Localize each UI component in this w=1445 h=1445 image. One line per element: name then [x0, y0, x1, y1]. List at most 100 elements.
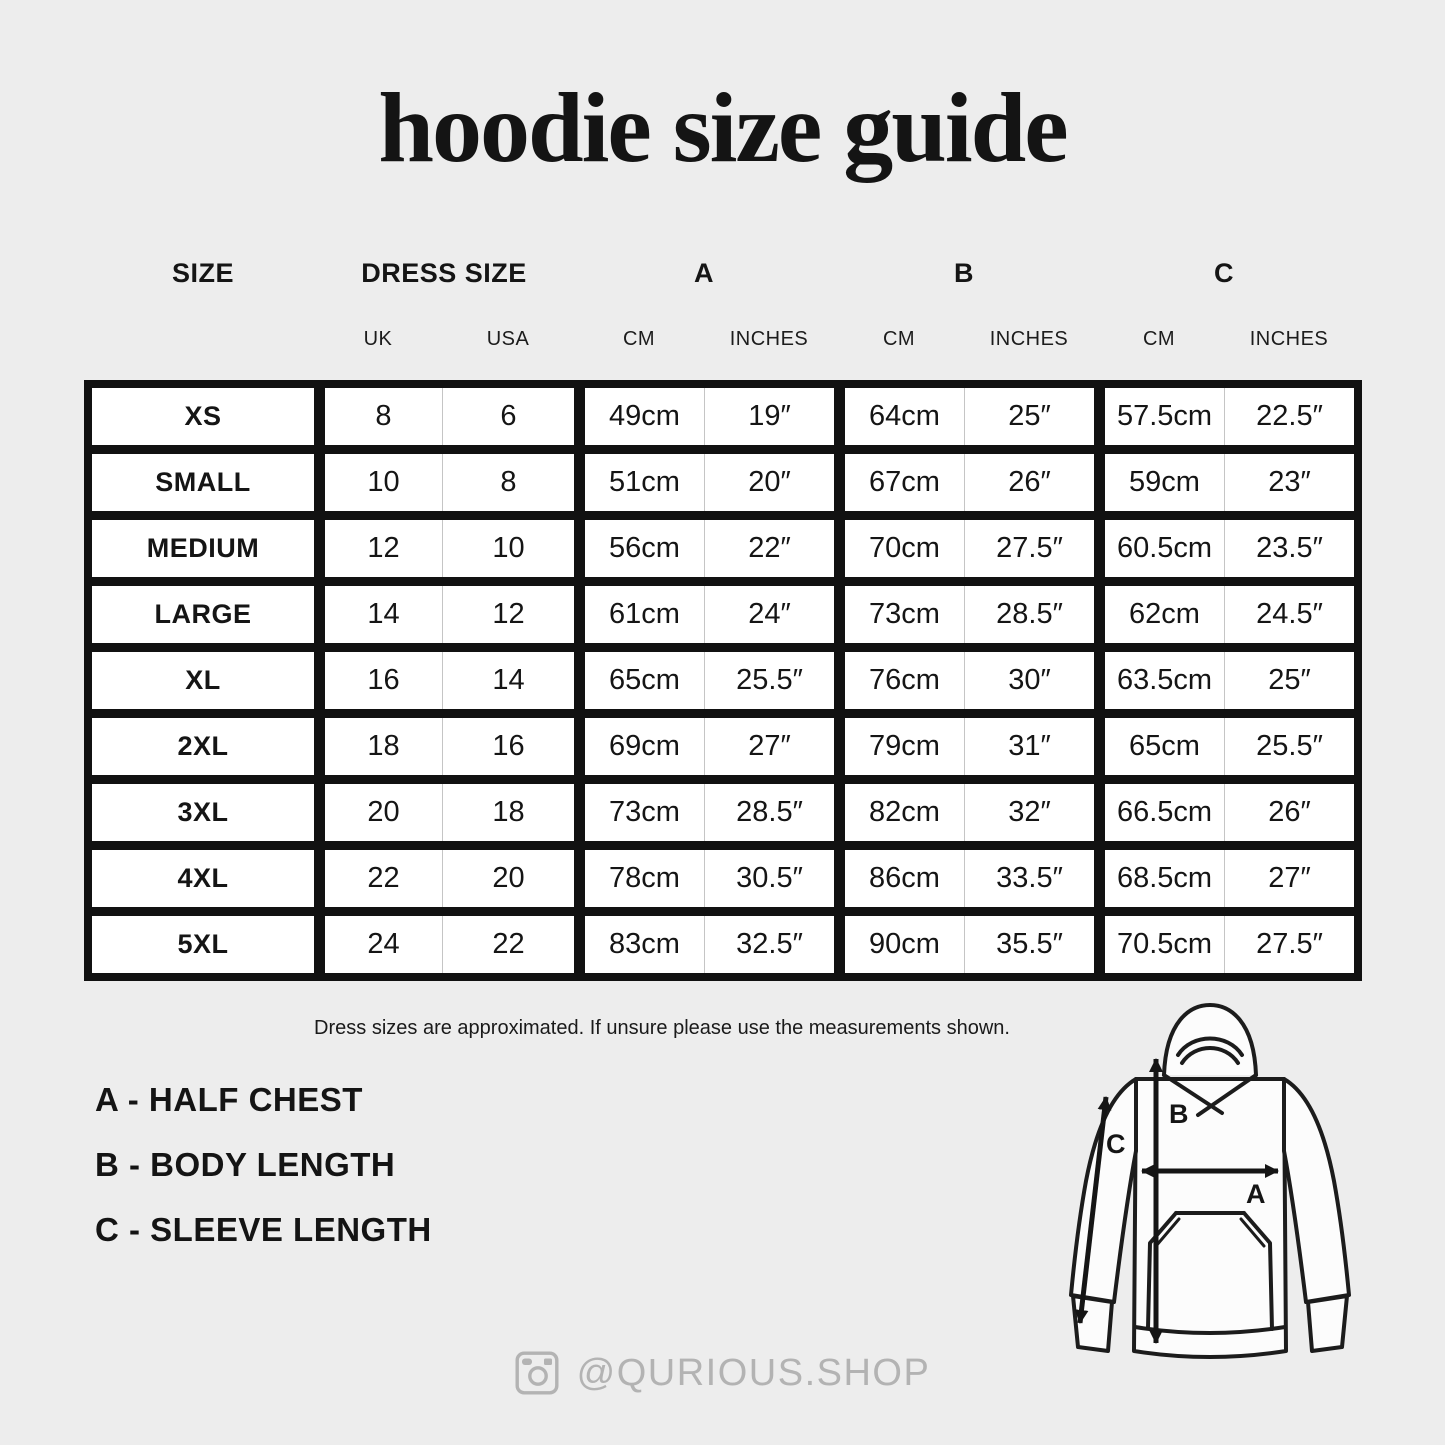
- size-table: XS 8 6 49cm 19″ 64cm 25″ 57.5cm 22.5″ SM…: [84, 380, 1362, 981]
- legend-item-c: C - SLEEVE LENGTH: [95, 1211, 432, 1248]
- table-cell: 82cm: [834, 784, 964, 841]
- size-cell: 4XL: [92, 850, 314, 907]
- table-cell: 76cm: [834, 652, 964, 709]
- table-cell: 28.5″: [964, 586, 1094, 643]
- diagram-label-a: A: [1246, 1179, 1266, 1209]
- table-cell: 32″: [964, 784, 1094, 841]
- table-cell: 62cm: [1094, 586, 1224, 643]
- arrow-c: [1074, 1096, 1112, 1324]
- table-cell: 28.5″: [704, 784, 834, 841]
- table-cell: 19″: [704, 388, 834, 445]
- table-cell: 60.5cm: [1094, 520, 1224, 577]
- table-cell: 27.5″: [1224, 916, 1354, 973]
- size-cell: LARGE: [92, 586, 314, 643]
- note-text: Dress sizes are approximated. If unsure …: [314, 1017, 1010, 1039]
- table-cell: 27″: [704, 718, 834, 775]
- size-cell: XL: [92, 652, 314, 709]
- footer: @QURIOUS.SHOP: [0, 1350, 1445, 1396]
- sub-header-spacer: [92, 322, 314, 356]
- table-cell: 24″: [704, 586, 834, 643]
- table-cell: 10: [314, 454, 442, 511]
- header-size: SIZE: [171, 258, 234, 288]
- table-cell: 25.5″: [1224, 718, 1354, 775]
- table-cell: 35.5″: [964, 916, 1094, 973]
- legend-item-a: A - HALF CHEST: [95, 1081, 363, 1118]
- table-cell: 65cm: [1094, 718, 1224, 775]
- sub-headers: UK USA CM INCHES CM INCHES CM INCHES: [84, 322, 1362, 356]
- sub-header-c-cm: CM: [1142, 328, 1176, 350]
- measurement-legend: A - HALF CHEST B - BODY LENGTH C - SLEEV…: [95, 1083, 432, 1278]
- table-cell: 23″: [1224, 454, 1354, 511]
- sub-header-a-inches: INCHES: [729, 328, 809, 350]
- table-cell: 8: [442, 454, 574, 511]
- table-cell: 22.5″: [1224, 388, 1354, 445]
- table-cell: 12: [442, 586, 574, 643]
- size-cell: XS: [92, 388, 314, 445]
- table-cell: 59cm: [1094, 454, 1224, 511]
- header-a: A: [694, 258, 714, 288]
- table-cell: 24: [314, 916, 442, 973]
- diagram-label-b: B: [1169, 1099, 1189, 1129]
- table-cell: 20: [314, 784, 442, 841]
- size-cell: 2XL: [92, 718, 314, 775]
- hoodie-diagram: B A C: [1040, 995, 1380, 1367]
- table-cell: 33.5″: [964, 850, 1094, 907]
- table-cell: 22″: [704, 520, 834, 577]
- table-cell: 73cm: [834, 586, 964, 643]
- sub-header-a-cm: CM: [622, 328, 656, 350]
- table-cell: 24.5″: [1224, 586, 1354, 643]
- table-cell: 31″: [964, 718, 1094, 775]
- table-cell: 6: [442, 388, 574, 445]
- table-cell: 32.5″: [704, 916, 834, 973]
- legend-item-b: B - BODY LENGTH: [95, 1146, 396, 1183]
- table-cell: 30.5″: [704, 850, 834, 907]
- size-cell: SMALL: [92, 454, 314, 511]
- table-cell: 73cm: [574, 784, 704, 841]
- table-cell: 20″: [704, 454, 834, 511]
- table-cell: 30″: [964, 652, 1094, 709]
- table-cell: 70.5cm: [1094, 916, 1224, 973]
- table-cell: 22: [314, 850, 442, 907]
- table-cell: 25″: [964, 388, 1094, 445]
- table-cell: 63.5cm: [1094, 652, 1224, 709]
- table-cell: 69cm: [574, 718, 704, 775]
- table-cell: 57.5cm: [1094, 388, 1224, 445]
- table-cell: 68.5cm: [1094, 850, 1224, 907]
- diagram-label-c: C: [1106, 1129, 1126, 1159]
- table-cell: 23.5″: [1224, 520, 1354, 577]
- table-cell: 20: [442, 850, 574, 907]
- table-cell: 14: [314, 586, 442, 643]
- table-cell: 26″: [1224, 784, 1354, 841]
- column-group-headers: SIZE DRESS SIZE A B C: [84, 255, 1362, 291]
- table-cell: 27.5″: [964, 520, 1094, 577]
- table-cell: 25″: [1224, 652, 1354, 709]
- table-cell: 64cm: [834, 388, 964, 445]
- table-cell: 16: [442, 718, 574, 775]
- instagram-handle: @QURIOUS.SHOP: [576, 1352, 931, 1394]
- table-cell: 14: [442, 652, 574, 709]
- table-cell: 61cm: [574, 586, 704, 643]
- sub-header-b-cm: CM: [882, 328, 916, 350]
- size-cell: MEDIUM: [92, 520, 314, 577]
- table-cell: 67cm: [834, 454, 964, 511]
- table-cell: 26″: [964, 454, 1094, 511]
- table-cell: 18: [442, 784, 574, 841]
- header-c: C: [1214, 258, 1234, 288]
- table-cell: 12: [314, 520, 442, 577]
- table-cell: 51cm: [574, 454, 704, 511]
- table-cell: 65cm: [574, 652, 704, 709]
- size-cell: 5XL: [92, 916, 314, 973]
- table-cell: 90cm: [834, 916, 964, 973]
- sub-header-uk: UK: [363, 328, 393, 350]
- sub-header-c-inches: INCHES: [1249, 328, 1329, 350]
- sub-header-b-inches: INCHES: [989, 328, 1069, 350]
- table-cell: 8: [314, 388, 442, 445]
- table-cell: 86cm: [834, 850, 964, 907]
- hoodie-outline-drawing: B A C: [1069, 1003, 1351, 1359]
- table-cell: 66.5cm: [1094, 784, 1224, 841]
- sub-header-usa: USA: [486, 328, 530, 350]
- size-cell: 3XL: [92, 784, 314, 841]
- table-cell: 70cm: [834, 520, 964, 577]
- header-dress-size: DRESS SIZE: [361, 258, 527, 288]
- table-cell: 79cm: [834, 718, 964, 775]
